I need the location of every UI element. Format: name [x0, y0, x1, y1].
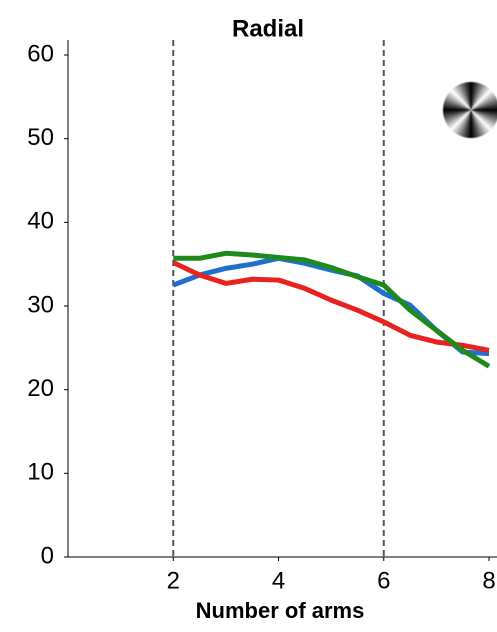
y-tick-label: 60 — [27, 40, 54, 67]
y-tick-label: 10 — [27, 459, 54, 486]
y-tick-label: 20 — [27, 375, 54, 402]
page: Radial Number of arms 0 10 20 30 40 50 60 2 4 6 8 — [0, 0, 497, 632]
x-tick-label: 8 — [482, 567, 495, 594]
y-tick-label: 0 — [41, 542, 54, 569]
chart: Radial Number of arms 0 10 20 30 40 50 60 2 4 6 8 — [0, 0, 497, 632]
x-tick-label: 4 — [272, 567, 285, 594]
chart-title: Radial — [232, 15, 304, 42]
x-tick-label: 2 — [167, 567, 180, 594]
radial-icon — [443, 82, 497, 138]
x-axis-label: Number of arms — [196, 598, 365, 623]
y-tick-label: 50 — [27, 124, 54, 151]
y-tick-label: 30 — [27, 291, 54, 318]
y-tick-label: 40 — [27, 208, 54, 235]
series-line — [173, 258, 489, 353]
x-tick-label: 6 — [377, 567, 390, 594]
